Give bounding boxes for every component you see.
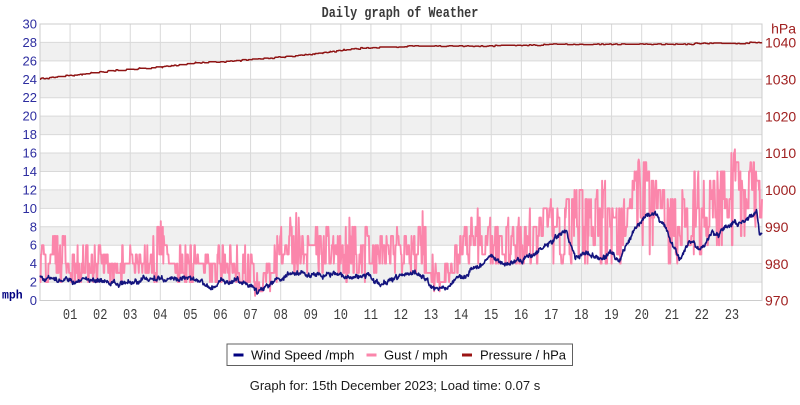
svg-text:6: 6 xyxy=(30,238,37,253)
svg-text:1010: 1010 xyxy=(765,145,796,161)
svg-text:06: 06 xyxy=(213,307,227,323)
svg-text:1020: 1020 xyxy=(765,108,796,124)
svg-text:22: 22 xyxy=(23,90,37,105)
svg-text:24: 24 xyxy=(23,72,37,87)
svg-text:03: 03 xyxy=(123,307,137,323)
svg-text:970: 970 xyxy=(765,293,789,309)
svg-text:22: 22 xyxy=(695,307,709,323)
svg-text:hPa: hPa xyxy=(771,21,796,37)
svg-text:02: 02 xyxy=(93,307,107,323)
svg-text:18: 18 xyxy=(23,127,37,142)
svg-text:1040: 1040 xyxy=(765,35,796,51)
svg-text:14: 14 xyxy=(454,307,468,323)
svg-text:4: 4 xyxy=(30,256,37,271)
svg-text:8: 8 xyxy=(30,219,37,234)
svg-text:18: 18 xyxy=(574,307,588,323)
svg-text:28: 28 xyxy=(23,35,37,50)
svg-text:16: 16 xyxy=(23,146,37,161)
svg-text:08: 08 xyxy=(273,307,287,323)
svg-text:07: 07 xyxy=(243,307,257,323)
svg-text:01: 01 xyxy=(63,307,77,323)
svg-text:1000: 1000 xyxy=(765,182,796,198)
svg-text:20: 20 xyxy=(23,109,37,124)
svg-text:12: 12 xyxy=(23,182,37,197)
svg-text:10: 10 xyxy=(334,307,348,323)
svg-text:14: 14 xyxy=(23,164,37,179)
svg-text:10: 10 xyxy=(23,201,37,216)
svg-text:26: 26 xyxy=(23,53,37,68)
svg-text:Gust / mph: Gust / mph xyxy=(384,348,448,363)
svg-text:17: 17 xyxy=(544,307,558,323)
svg-text:990: 990 xyxy=(765,219,789,235)
svg-text:23: 23 xyxy=(725,307,739,323)
svg-text:Graph for: 15th December 2023;: Graph for: 15th December 2023; Load time… xyxy=(250,378,541,393)
svg-text:1030: 1030 xyxy=(765,72,796,88)
svg-text:980: 980 xyxy=(765,256,789,272)
svg-text:20: 20 xyxy=(634,307,648,323)
svg-text:13: 13 xyxy=(424,307,438,323)
svg-text:Wind Speed /mph: Wind Speed /mph xyxy=(251,348,354,363)
svg-text:05: 05 xyxy=(183,307,197,323)
svg-text:0: 0 xyxy=(30,293,37,308)
svg-text:Pressure / hPa: Pressure / hPa xyxy=(480,348,567,363)
svg-text:mph: mph xyxy=(2,290,23,303)
svg-text:19: 19 xyxy=(604,307,618,323)
svg-text:11: 11 xyxy=(364,307,378,323)
svg-text:04: 04 xyxy=(153,307,167,323)
svg-text:12: 12 xyxy=(394,307,408,323)
svg-text:16: 16 xyxy=(514,307,528,323)
svg-text:21: 21 xyxy=(665,307,679,323)
svg-text:Daily graph of Weather: Daily graph of Weather xyxy=(322,6,479,23)
svg-text:2: 2 xyxy=(30,275,37,290)
svg-text:15: 15 xyxy=(484,307,498,323)
svg-text:30: 30 xyxy=(23,17,37,32)
svg-text:09: 09 xyxy=(304,307,318,323)
